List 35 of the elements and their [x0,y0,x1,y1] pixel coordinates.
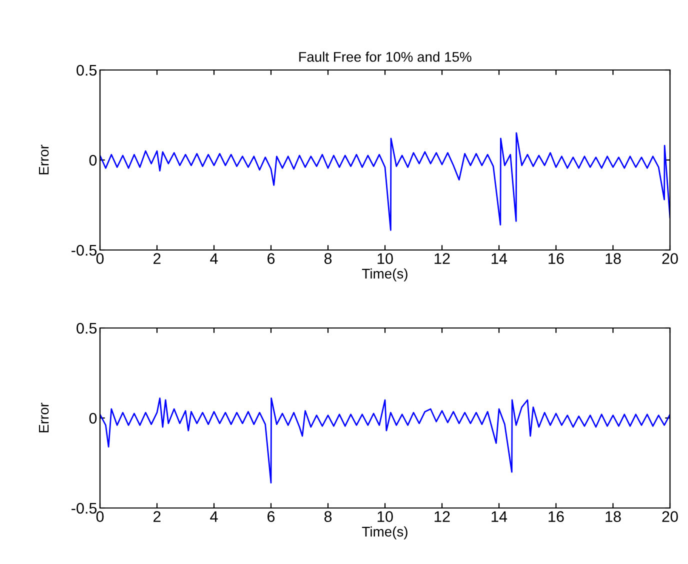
x-tick-label: 14 [492,511,508,522]
x-tick-label: 18 [606,253,621,264]
chart-title: Fault Free for 10% and 15% [299,52,472,62]
x-tick-label: 2 [154,511,160,522]
x-tick-label: 10 [378,511,393,522]
x-tick-label: 4 [210,253,218,264]
line-series [100,398,670,484]
y-axis-title: Error [39,144,49,174]
x-axis-title: Time(s) [362,268,408,282]
y-tick-label: -0.5 [72,244,97,256]
y-tick-label: 0 [89,412,97,424]
y-tick-label: 0 [89,154,97,166]
y-tick-label: 0.5 [76,64,97,76]
y-axis-title: Error [39,402,49,432]
x-tick-label: 12 [434,511,450,522]
y-tick-label: 0.5 [76,322,97,334]
x-tick-label: 16 [548,253,564,264]
x-tick-label: 0 [96,253,104,264]
x-tick-label: 6 [268,511,275,522]
x-tick-label: 14 [492,253,508,264]
x-tick-label: 4 [210,511,218,522]
x-tick-label: 8 [324,511,332,522]
line-series [100,132,670,231]
x-tick-label: 8 [324,253,332,264]
x-tick-label: 0 [96,511,104,522]
x-tick-label: 16 [548,511,564,522]
y-tick-label: -0.5 [72,502,97,514]
x-tick-label: 6 [268,253,275,264]
x-tick-label: 20 [662,253,678,264]
x-tick-label: 20 [662,511,678,522]
x-tick-label: 10 [378,253,393,264]
x-tick-label: 18 [606,511,621,522]
x-tick-label: 12 [434,253,450,264]
x-axis-title: Time(s) [362,526,408,540]
x-tick-label: 2 [154,253,160,264]
